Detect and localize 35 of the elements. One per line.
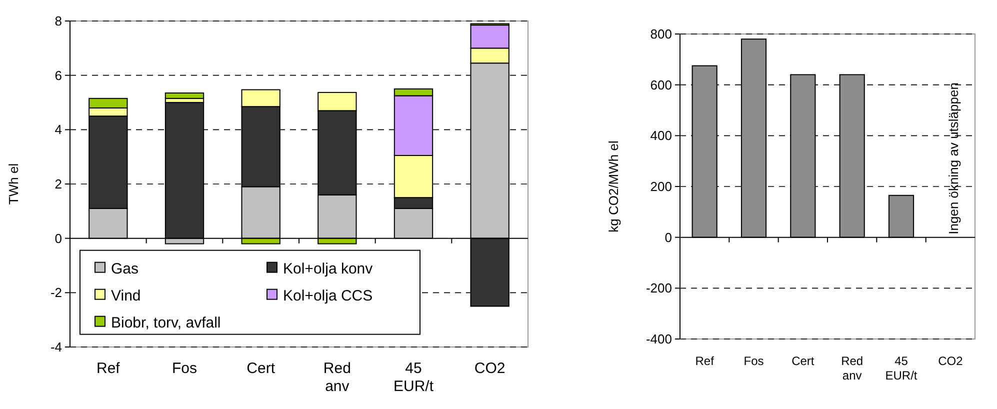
y-tick-label: 6 — [54, 68, 62, 83]
x-tick-label: CO2 — [474, 360, 506, 377]
x-tick-label: Ref — [96, 360, 121, 377]
y-tick-label: 8 — [54, 14, 62, 29]
y-axis-title: TWh el — [6, 163, 21, 205]
legend-label: Gas — [111, 260, 139, 278]
legend-label: Biobr, torv, avfall — [111, 314, 221, 332]
y-tick-label: 0 — [664, 230, 672, 245]
y-tick-label: -400 — [646, 332, 672, 347]
legend-label: Vind — [111, 288, 141, 305]
x-tick-label: Fos — [172, 360, 198, 377]
x-tick-label: CO2 — [938, 354, 964, 368]
y-tick-label: 4 — [54, 122, 62, 138]
x-tick-label: Cert — [792, 354, 815, 368]
y-tick-label: 0 — [54, 230, 62, 246]
y-tick-label: 200 — [650, 179, 672, 194]
y-tick-label: -4 — [50, 340, 62, 355]
x-tick-label: Cert — [246, 360, 276, 377]
y-tick-label: 800 — [650, 26, 672, 42]
y-tick-label: -200 — [646, 280, 672, 296]
x-tick-label: 45 EUR/t — [885, 354, 918, 382]
x-tick-label: 45 EUR/t — [393, 360, 434, 395]
x-tick-label: Ref — [695, 354, 715, 368]
legend-label: Kol+olja CCS — [283, 288, 373, 305]
y-axis-title: kg CO2/MWh el — [606, 140, 621, 232]
x-tick-label: Fos — [744, 354, 764, 368]
y-tick-label: 600 — [650, 77, 672, 92]
y-tick-label: -2 — [50, 285, 62, 300]
legend-label: Kol+olja konv — [283, 260, 374, 278]
y-tick-label: 400 — [650, 128, 672, 144]
annotation: Ingen ökning av utsläppen — [946, 82, 961, 234]
y-tick-label: 2 — [54, 176, 62, 192]
bar — [164, 92, 204, 99]
x-tick-label: Red anv — [841, 354, 864, 382]
x-tick-label: Red anv — [323, 360, 351, 395]
